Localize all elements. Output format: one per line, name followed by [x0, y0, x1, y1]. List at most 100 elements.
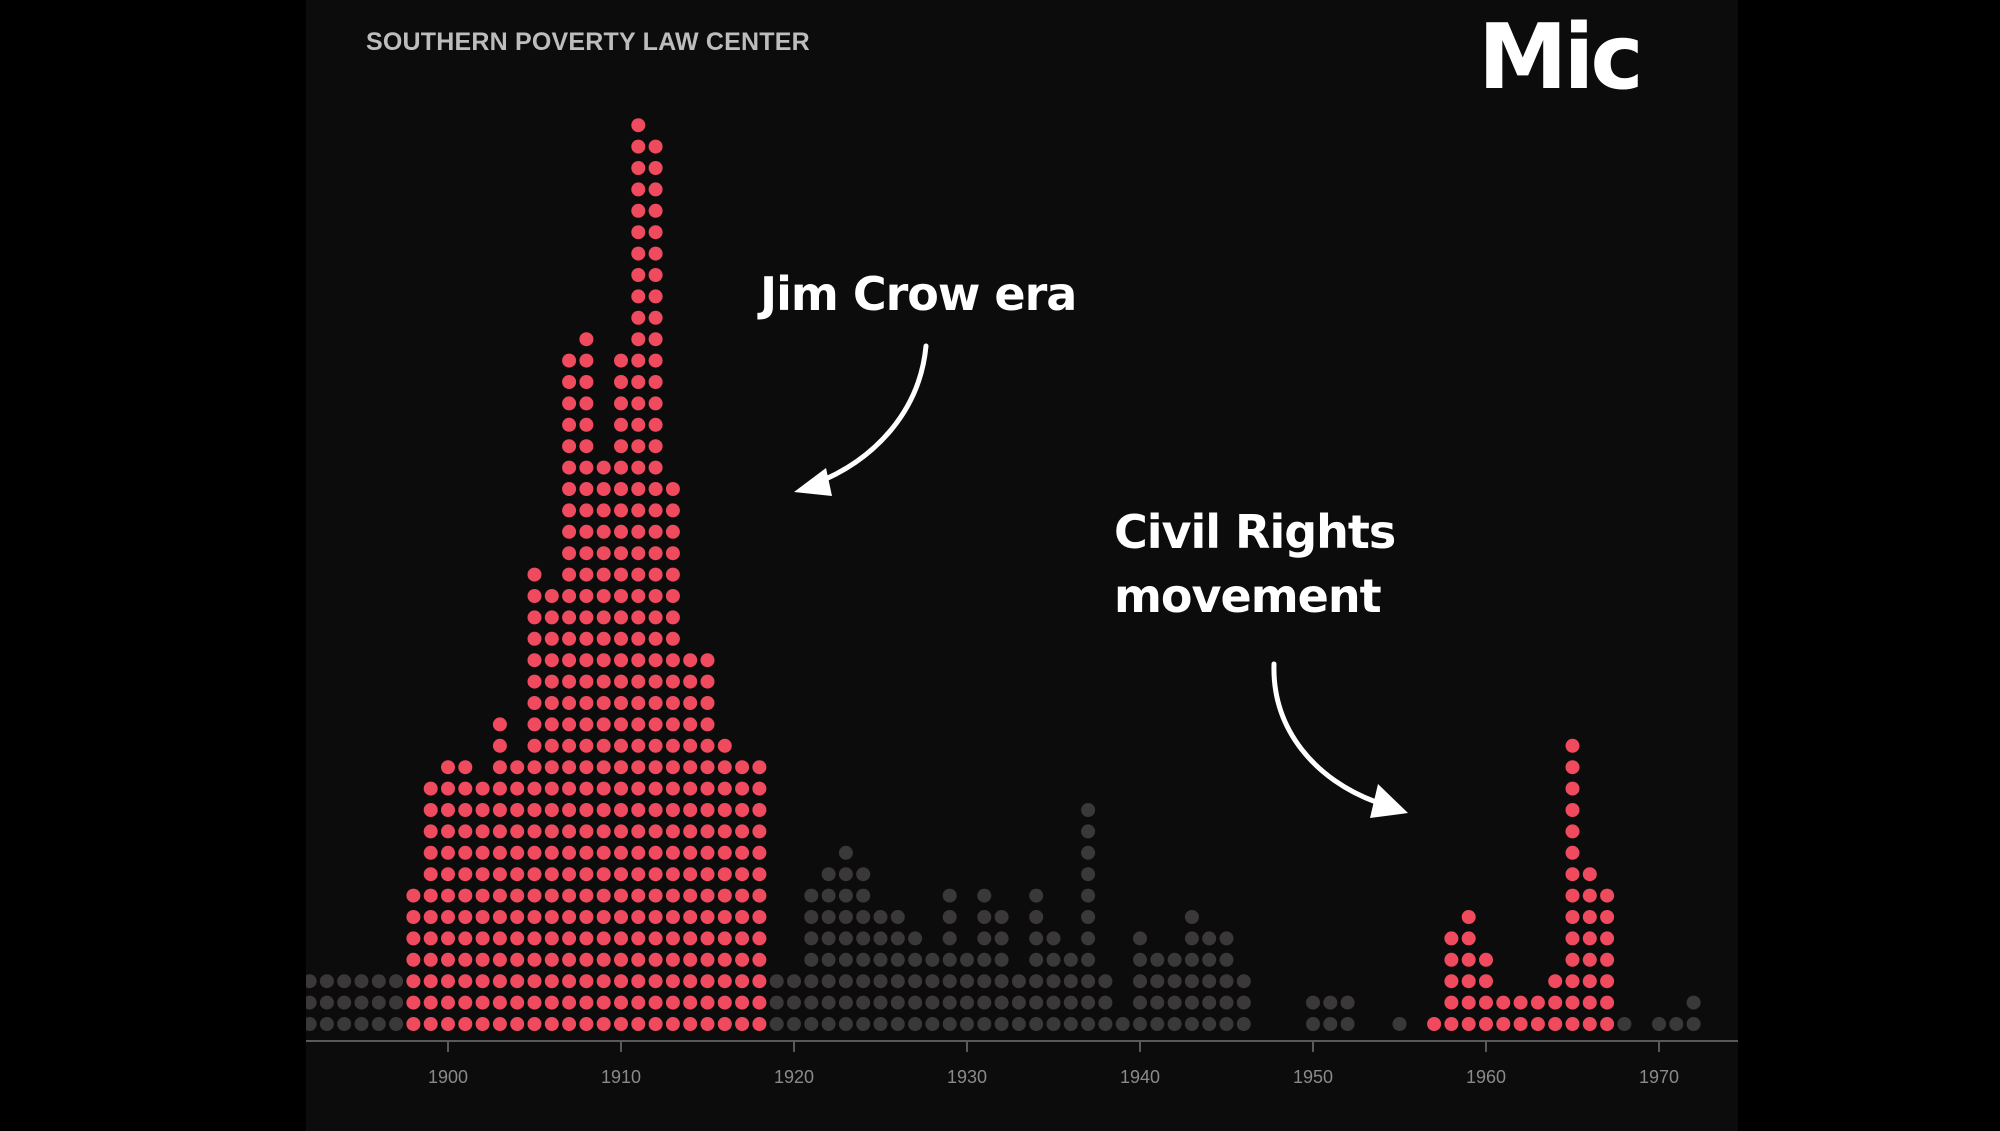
dot: [648, 631, 663, 646]
annotation-civil-rights-line1: Civil Rights: [1114, 505, 1396, 559]
dot: [475, 888, 490, 903]
dot: [1444, 995, 1459, 1010]
dot: [475, 781, 490, 796]
dot: [1184, 910, 1199, 924]
year-column-1926: [890, 910, 905, 1031]
dot: [735, 781, 750, 796]
dot: [458, 952, 473, 967]
dot: [596, 631, 611, 646]
year-column-1924: [856, 867, 871, 1031]
dot: [631, 717, 646, 732]
dot: [648, 589, 663, 603]
dot: [614, 995, 628, 1010]
dot: [1600, 910, 1615, 924]
dot: [717, 867, 732, 882]
dot: [406, 974, 421, 989]
dot: [752, 888, 767, 903]
dot: [562, 353, 577, 368]
dot: [665, 867, 680, 882]
dot: [527, 910, 542, 924]
dot: [562, 653, 577, 668]
year-column-1896: [371, 974, 386, 1031]
dot: [596, 824, 611, 839]
dot: [631, 803, 646, 817]
dot: [665, 503, 680, 518]
dot: [614, 867, 628, 882]
dot: [1548, 995, 1563, 1010]
dot: [700, 952, 715, 967]
dot: [596, 738, 611, 753]
year-column-1925: [873, 910, 888, 1031]
dot: [1444, 974, 1459, 989]
dot: [631, 161, 646, 175]
dot: [787, 995, 801, 1010]
dot: [717, 738, 732, 753]
dot: [441, 910, 455, 924]
dot: [579, 631, 594, 646]
dot: [804, 910, 819, 924]
dot: [665, 824, 680, 839]
dot: [579, 717, 594, 732]
dot: [544, 974, 559, 989]
dot: [1461, 931, 1476, 946]
dot: [683, 696, 698, 710]
dot: [648, 717, 663, 732]
dot: [544, 760, 559, 775]
dot: [458, 824, 473, 839]
year-column-1965: [1565, 738, 1580, 1031]
dot: [1513, 995, 1528, 1010]
dot: [596, 696, 611, 710]
dot: [873, 952, 888, 967]
dot: [614, 696, 628, 710]
dot: [319, 974, 334, 989]
dot: [631, 589, 646, 603]
year-column-1939: [1115, 1017, 1130, 1031]
dot: [441, 1017, 455, 1031]
year-column-1917: [735, 760, 750, 1031]
dot: [1081, 867, 1096, 882]
dot: [856, 931, 871, 946]
dot: [406, 995, 421, 1010]
dot: [648, 931, 663, 946]
dot: [1011, 1017, 1026, 1031]
dot: [1219, 995, 1234, 1010]
dot: [562, 396, 577, 411]
dot: [475, 974, 490, 989]
dot: [665, 482, 680, 496]
dot: [665, 524, 680, 539]
dot: [735, 952, 750, 967]
dot: [562, 375, 577, 389]
year-column-1962: [1513, 995, 1528, 1031]
dot: [1530, 995, 1545, 1010]
dot: [821, 952, 836, 967]
dot: [1081, 803, 1096, 817]
x-tick-label-1900: 1900: [428, 1067, 468, 1087]
dot: [977, 910, 992, 924]
dot: [1236, 995, 1251, 1010]
dot: [631, 439, 646, 454]
dot: [683, 867, 698, 882]
dot: [942, 931, 957, 946]
dot: [717, 803, 732, 817]
year-column-1908: [579, 332, 594, 1031]
dot: [769, 1017, 784, 1031]
dot: [648, 653, 663, 668]
year-column-1918: [752, 760, 767, 1031]
year-column-1940: [1133, 931, 1147, 1031]
dot: [804, 995, 819, 1010]
dot: [510, 974, 525, 989]
dot: [631, 931, 646, 946]
dot: [1461, 910, 1476, 924]
dot: [423, 974, 438, 989]
year-column-1929: [942, 888, 957, 1031]
dot: [458, 781, 473, 796]
year-column-1922: [821, 867, 836, 1031]
dot: [562, 824, 577, 839]
dot: [492, 931, 507, 946]
dot: [838, 910, 853, 924]
dot: [752, 803, 767, 817]
dot: [838, 888, 853, 903]
dot: [1133, 995, 1147, 1010]
dot: [458, 803, 473, 817]
dot: [683, 738, 698, 753]
